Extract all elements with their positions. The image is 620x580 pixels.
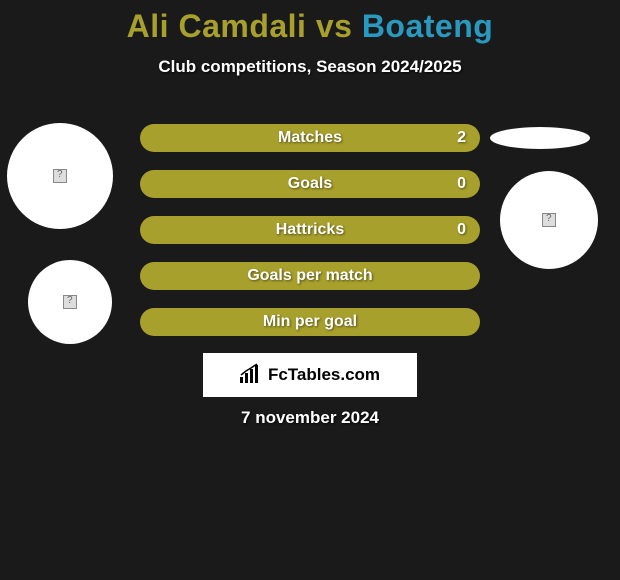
stat-bar-min-per-goal: Min per goal	[140, 308, 480, 336]
comparison-title: Ali Camdali vs Boateng	[0, 0, 620, 45]
stat-label: Hattricks	[276, 221, 344, 239]
player-b-pill	[490, 127, 590, 149]
stat-label: Matches	[278, 129, 342, 147]
brand-text: FcTables.com	[268, 365, 380, 385]
player-b-avatar	[500, 171, 598, 269]
stat-bar-goals: Goals 0	[140, 170, 480, 198]
image-placeholder-icon	[63, 295, 77, 309]
player-b-name: Boateng	[362, 8, 494, 44]
vs-separator: vs	[306, 8, 361, 44]
image-placeholder-icon	[542, 213, 556, 227]
stat-value: 2	[457, 129, 466, 147]
brand-badge: FcTables.com	[203, 353, 417, 397]
player-a-avatar	[7, 123, 113, 229]
stat-label: Goals	[288, 175, 332, 193]
player-a-club-avatar	[28, 260, 112, 344]
stat-bar-goals-per-match: Goals per match	[140, 262, 480, 290]
stat-value: 0	[457, 221, 466, 239]
stat-value: 0	[457, 175, 466, 193]
subtitle: Club competitions, Season 2024/2025	[0, 57, 620, 77]
bars-logo-icon	[240, 363, 262, 388]
stat-label: Goals per match	[247, 267, 372, 285]
date-label: 7 november 2024	[0, 408, 620, 428]
stat-bars: Matches 2 Goals 0 Hattricks 0 Goals per …	[140, 124, 480, 354]
player-a-name: Ali Camdali	[127, 8, 307, 44]
image-placeholder-icon	[53, 169, 67, 183]
stat-bar-hattricks: Hattricks 0	[140, 216, 480, 244]
stat-label: Min per goal	[263, 313, 357, 331]
stat-bar-matches: Matches 2	[140, 124, 480, 152]
